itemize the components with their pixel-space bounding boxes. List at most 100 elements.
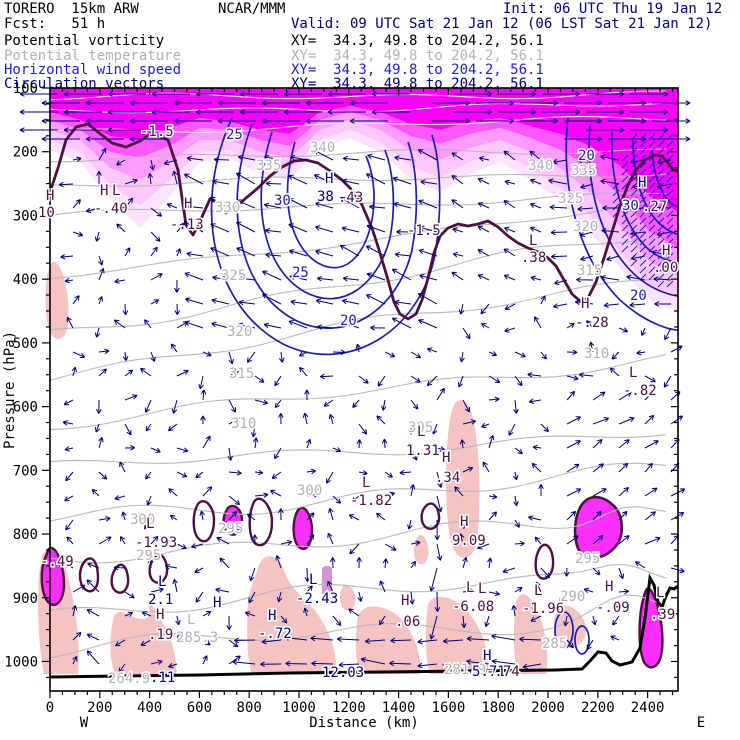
contour-label: 5.71 [472, 664, 506, 680]
contour-label: L [158, 574, 166, 590]
contour-label: 315 [229, 366, 254, 382]
contour-label: .00 [653, 260, 678, 276]
contour-label: 281.9 [444, 662, 486, 678]
contour-label: 315 [577, 263, 602, 279]
contour-label: 320 [227, 324, 252, 340]
svg-text:E: E [697, 715, 705, 731]
contour-label: 10 [38, 205, 55, 221]
contour-label: H [638, 175, 646, 191]
contour-label: .11 [150, 670, 175, 686]
contour-label: 340 [528, 158, 553, 174]
header-segment-0: TORERO 15km ARW [4, 1, 139, 17]
svg-text:0: 0 [46, 700, 54, 716]
contour-label: H [605, 579, 613, 595]
svg-text:600: 600 [13, 400, 38, 416]
contour-label: H [268, 608, 276, 624]
pv-small-magenta-blobs [40, 495, 664, 669]
svg-text:2400: 2400 [631, 700, 665, 716]
contour-label: H [213, 595, 221, 611]
svg-text:600: 600 [187, 700, 212, 716]
svg-text:W: W [80, 715, 89, 731]
contour-label: 264.9 [108, 671, 150, 687]
contour-label: -1.93 [135, 535, 177, 551]
header-segment-8: XY= 34.3, 49.8 to 204.2, 56.1 [291, 48, 544, 64]
contour-label: L [362, 475, 370, 491]
contour-label: -.49 [40, 554, 74, 570]
contour-label: 305 [408, 420, 433, 436]
header-segment-10: XY= 34.3, 49.8 to 204.2, 56.1 [291, 62, 544, 78]
svg-text:700: 700 [13, 463, 38, 479]
contour-label: H [483, 648, 491, 664]
circulation-vectors [19, 91, 691, 673]
contour-label: .39 [650, 607, 675, 623]
header-segment-9: Horizontal wind speed [4, 62, 182, 78]
svg-text:1800: 1800 [481, 700, 515, 716]
contour-label: 310 [231, 416, 256, 432]
contour-label: -2.43 [296, 591, 338, 607]
svg-text:800: 800 [237, 700, 262, 716]
contour-label: 285 [542, 636, 567, 652]
header-segment-1: NCAR/MMM [218, 1, 286, 17]
contour-label: 325 [221, 268, 246, 284]
svg-text:1000: 1000 [282, 700, 316, 716]
contour-label: -.40 [94, 201, 128, 217]
header-segment-7: Potential temperature [4, 48, 182, 64]
plot-frame [49, 87, 679, 692]
contour-label: .43 [338, 190, 363, 206]
svg-text:2200: 2200 [581, 700, 615, 716]
svg-text:800: 800 [13, 527, 38, 543]
contour-label: 300 [297, 483, 322, 499]
contour-label: L [534, 583, 542, 599]
pv-contour [48, 122, 679, 594]
contour-label: 290 [560, 589, 585, 605]
contour-label: 330 [215, 200, 240, 216]
svg-text:500: 500 [13, 336, 38, 352]
contour-label: -.09 [596, 600, 630, 616]
svg-text:200: 200 [13, 145, 38, 161]
header-segment-2: Init: 06 UTC Thu 19 Jan 12 [503, 1, 723, 17]
contour-label: -.74 [486, 664, 520, 680]
contour-label: -1.82 [350, 493, 392, 509]
contour-label: -6.08 [452, 599, 494, 615]
contour-label: L [146, 516, 154, 532]
terrain [49, 573, 679, 679]
contour-label: 25 [226, 127, 243, 143]
axis-ticks [42, 87, 678, 698]
contour-label: 1.31 [406, 443, 440, 459]
contour-label: H [662, 243, 670, 259]
contour-label: L [309, 572, 317, 588]
pv-shading-magenta [50, 88, 678, 312]
contour-label: .27 [642, 199, 667, 215]
contour-label: .38 [521, 250, 546, 266]
contour-label: H [184, 196, 192, 212]
contour-label: L [417, 424, 425, 440]
svg-text:1000: 1000 [4, 654, 38, 670]
contour-label: .19 [148, 627, 173, 643]
contour-label: 20 [578, 148, 595, 164]
contour-label: L [529, 233, 537, 249]
contour-label: 325 [558, 191, 583, 207]
contour-label: -1.5 [407, 223, 441, 239]
svg-text:100: 100 [13, 81, 38, 97]
contour-label: -1.96 [522, 601, 564, 617]
contour-label: 300 [130, 512, 155, 528]
svg-text:300: 300 [13, 208, 38, 224]
svg-text:400: 400 [13, 272, 38, 288]
header-segment-6: XY= 34.3, 49.8 to 204.2, 56.1 [291, 33, 544, 49]
contour-label: 20 [340, 313, 357, 329]
header-segment-5: Potential vorticity [4, 33, 165, 49]
contour-label: H [156, 607, 164, 623]
contour-label: L [656, 585, 664, 601]
contour-label: .06 [395, 614, 420, 630]
contour-label: 9.09 [452, 533, 486, 549]
contour-label: 30 [274, 193, 291, 209]
contour-label: 285.3 [176, 630, 218, 646]
contour-label: 335 [571, 163, 596, 179]
contour-label: H [46, 188, 54, 204]
contour-label: 310 [584, 346, 609, 362]
contour-label: .34 [435, 470, 460, 486]
contour-label: -.72 [258, 626, 292, 642]
svg-text:1400: 1400 [382, 700, 416, 716]
contour-label: H [401, 593, 409, 609]
